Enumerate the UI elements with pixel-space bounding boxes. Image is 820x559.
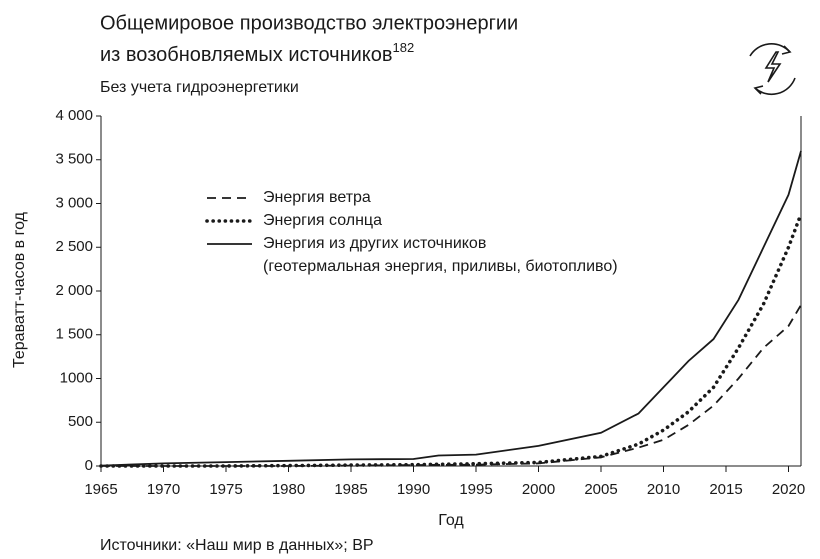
legend-note: (геотермальная энергия, приливы, биотопл…	[263, 258, 618, 275]
x-tick-label: 2020	[772, 481, 805, 498]
x-tick-label: 2005	[584, 481, 617, 498]
y-tick-label: 2 500	[55, 238, 93, 255]
series-line	[100, 150, 802, 467]
chart-subtitle: Без учета гидроэнергетики	[100, 79, 299, 96]
x-tick-label: 1985	[334, 481, 367, 498]
legend-label: Энергия из других источников	[263, 235, 486, 252]
y-tick-label: 1000	[60, 369, 93, 386]
chart-title-line: из возобновляемых источников182	[100, 40, 414, 66]
y-tick-label: 500	[68, 413, 93, 430]
x-tick-label: 2000	[522, 481, 555, 498]
source: Источники: «Наш мир в данных»; BP	[100, 537, 374, 554]
x-axis-label: Год	[438, 512, 464, 529]
series-line	[99, 212, 803, 468]
legend-label: Энергия солнца	[263, 212, 382, 229]
x-tick-label: 1980	[272, 481, 305, 498]
x-tick-label: 1970	[147, 481, 180, 498]
y-tick-label: 2 000	[55, 282, 93, 299]
y-tick-label: 1 500	[55, 326, 93, 343]
title-note: 182	[393, 40, 415, 55]
y-tick-label: 3 500	[55, 151, 93, 168]
x-tick-label: 1975	[209, 481, 242, 498]
icon	[749, 43, 796, 96]
x-tick-label: 2015	[709, 481, 742, 498]
chart-title-line: Общемировое производство электроэнергии	[100, 12, 518, 34]
title-text: из возобновляемых источников	[100, 44, 393, 66]
y-tick-label: 4 000	[55, 107, 93, 124]
legend-label: Энергия ветра	[263, 189, 371, 206]
y-tick-label: 0	[85, 457, 93, 474]
y-tick-label: 3 000	[55, 194, 93, 211]
x-tick-label: 1990	[397, 481, 430, 498]
x-tick-label: 2010	[647, 481, 680, 498]
x-tick-label: 1995	[459, 481, 492, 498]
x-tick-label: 1965	[84, 481, 117, 498]
y-axis-label: Тераватт-часов в год	[11, 211, 28, 368]
series-line	[101, 304, 802, 467]
